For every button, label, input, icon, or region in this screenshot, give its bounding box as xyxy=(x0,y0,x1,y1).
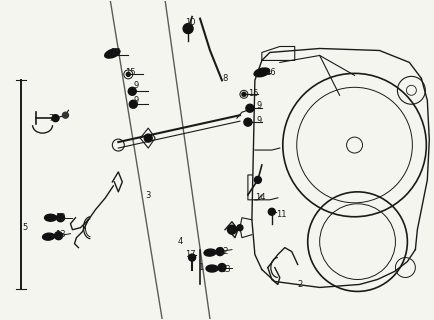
Circle shape xyxy=(128,87,136,95)
Circle shape xyxy=(218,264,226,271)
Text: 17: 17 xyxy=(185,250,196,259)
Text: 6: 6 xyxy=(228,227,233,236)
Circle shape xyxy=(244,118,252,126)
Circle shape xyxy=(144,134,152,142)
Ellipse shape xyxy=(43,233,55,240)
Text: 15: 15 xyxy=(248,89,258,98)
Ellipse shape xyxy=(254,68,270,77)
Text: 4: 4 xyxy=(178,237,184,246)
Circle shape xyxy=(129,100,137,108)
Text: 10: 10 xyxy=(185,18,196,27)
Text: 9: 9 xyxy=(257,116,262,125)
Circle shape xyxy=(216,248,224,256)
Text: 13: 13 xyxy=(220,265,230,274)
Circle shape xyxy=(55,232,62,240)
Text: 5: 5 xyxy=(23,223,28,232)
Text: 7: 7 xyxy=(49,114,54,123)
Circle shape xyxy=(254,176,261,183)
Text: 13: 13 xyxy=(56,230,66,239)
Circle shape xyxy=(242,92,246,96)
Ellipse shape xyxy=(206,265,218,272)
Ellipse shape xyxy=(105,49,120,58)
Ellipse shape xyxy=(204,249,216,256)
Ellipse shape xyxy=(45,214,56,221)
Circle shape xyxy=(268,208,275,215)
Circle shape xyxy=(183,24,193,34)
Text: 14: 14 xyxy=(255,193,265,202)
Text: 9: 9 xyxy=(133,96,138,105)
Text: 8: 8 xyxy=(222,74,227,83)
Circle shape xyxy=(189,254,196,261)
Text: 3: 3 xyxy=(145,191,151,200)
Text: 2: 2 xyxy=(298,280,303,289)
Text: 12: 12 xyxy=(218,247,228,256)
Circle shape xyxy=(237,225,243,231)
Circle shape xyxy=(246,104,254,112)
Text: 9: 9 xyxy=(133,81,138,90)
Text: 1: 1 xyxy=(198,263,203,272)
Circle shape xyxy=(227,225,237,234)
Text: 16: 16 xyxy=(110,48,121,57)
Text: 16: 16 xyxy=(265,68,276,77)
Circle shape xyxy=(52,115,59,122)
Text: 12: 12 xyxy=(56,213,66,222)
Text: 11: 11 xyxy=(276,210,286,219)
Circle shape xyxy=(56,214,65,222)
Circle shape xyxy=(62,112,69,118)
Text: 15: 15 xyxy=(125,68,136,77)
Text: 9: 9 xyxy=(257,101,262,110)
Circle shape xyxy=(126,72,130,76)
